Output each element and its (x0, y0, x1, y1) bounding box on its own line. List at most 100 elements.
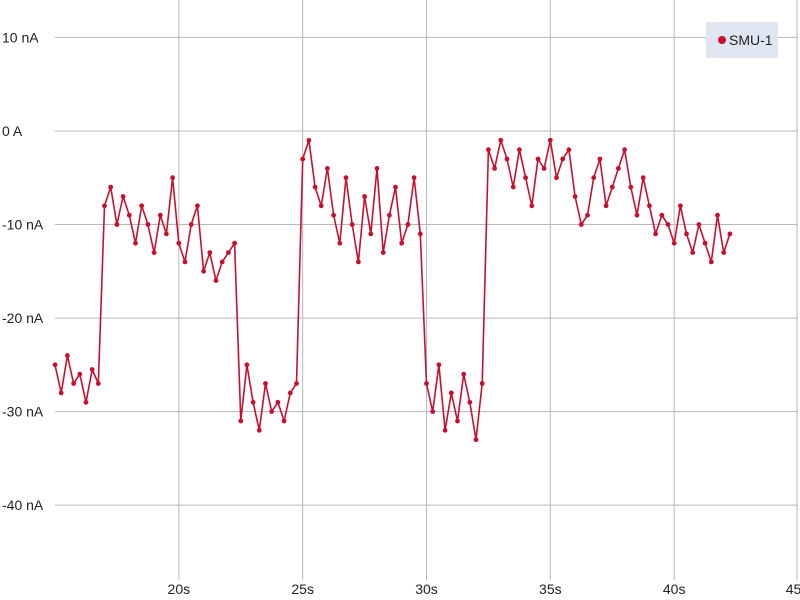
data-point (195, 203, 200, 209)
data-point (139, 203, 145, 209)
data-point (708, 259, 714, 265)
data-point (306, 137, 312, 143)
y-tick-label: -10 nA (2, 217, 44, 233)
data-point (455, 418, 460, 424)
data-point (232, 240, 238, 246)
data-point (721, 250, 727, 256)
data-point (653, 231, 658, 237)
data-point (417, 231, 423, 237)
y-tick-label: -20 nA (2, 310, 44, 326)
data-point (510, 184, 516, 190)
data-point (356, 259, 361, 265)
data-point (634, 212, 640, 218)
data-point (114, 222, 120, 227)
data-point (492, 166, 497, 171)
x-grid (178, 0, 798, 580)
data-point (294, 381, 299, 386)
data-point (188, 222, 194, 227)
data-point (58, 390, 64, 396)
data-point (696, 222, 702, 227)
data-point (727, 231, 733, 237)
data-point (547, 137, 553, 143)
y-tick-labels: 10 nA 0 A -10 nA -20 nA -30 nA -40 nA (2, 29, 44, 513)
data-point (380, 250, 386, 256)
data-point (325, 166, 330, 171)
data-point (102, 203, 107, 209)
data-point (387, 212, 392, 218)
data-point (164, 231, 169, 237)
data-point (535, 156, 541, 162)
legend-label: SMU-1 (729, 32, 773, 48)
data-point (219, 259, 225, 265)
data-point (448, 390, 454, 396)
data-point (541, 166, 547, 171)
y-tick-label: -40 nA (2, 497, 44, 513)
data-point (585, 212, 590, 218)
data-point (424, 381, 429, 386)
data-point (300, 156, 306, 162)
legend-marker-icon (718, 36, 726, 44)
data-point (89, 367, 95, 372)
data-point (616, 166, 621, 171)
data-point (287, 390, 293, 396)
data-point (702, 240, 708, 246)
data-point (170, 175, 176, 181)
data-point (473, 437, 479, 443)
data-point (331, 212, 336, 218)
data-point (52, 362, 58, 368)
data-point (560, 156, 566, 162)
data-point (393, 184, 398, 190)
data-point (256, 427, 262, 433)
data-point (263, 381, 268, 386)
data-point (349, 222, 355, 227)
data-point (182, 259, 188, 265)
data-point (566, 147, 572, 153)
data-point (151, 250, 157, 256)
data-point (684, 231, 689, 237)
data-point (529, 203, 535, 209)
data-point (77, 371, 83, 377)
x-tick-label: 30s (415, 581, 438, 597)
data-point (176, 240, 182, 246)
x-tick-label: 35s (539, 581, 562, 597)
data-point (603, 203, 609, 209)
data-point (715, 212, 720, 218)
data-point (201, 268, 207, 274)
data-point (250, 399, 256, 405)
data-point (591, 175, 597, 181)
data-point (238, 418, 244, 424)
data-point (572, 194, 578, 199)
data-point (665, 222, 671, 227)
data-point (479, 381, 485, 386)
legend: SMU-1 (706, 22, 778, 58)
data-point (498, 137, 504, 143)
y-tick-label: 10 nA (2, 29, 39, 45)
y-tick-label: -30 nA (2, 404, 44, 420)
data-point (504, 156, 510, 162)
data-point (337, 240, 343, 246)
data-point (461, 371, 467, 377)
data-point (213, 278, 219, 283)
data-point (597, 156, 603, 162)
data-point (207, 250, 213, 256)
data-point (65, 353, 70, 358)
data-point (362, 194, 367, 199)
data-point (517, 147, 522, 153)
data-point (275, 399, 281, 405)
data-point (145, 222, 151, 227)
data-point (678, 203, 683, 209)
data-point (609, 184, 615, 190)
data-point (430, 409, 436, 414)
data-point (133, 240, 138, 246)
data-point (486, 147, 491, 153)
x-tick-label: 25s (291, 581, 314, 597)
data-point (126, 212, 132, 218)
y-tick-label: 0 A (2, 123, 23, 139)
data-point (671, 240, 677, 246)
data-point (157, 212, 163, 218)
data-point (368, 231, 374, 237)
x-tick-label: 40s (663, 581, 686, 597)
data-point (442, 427, 448, 433)
data-point (523, 175, 528, 181)
